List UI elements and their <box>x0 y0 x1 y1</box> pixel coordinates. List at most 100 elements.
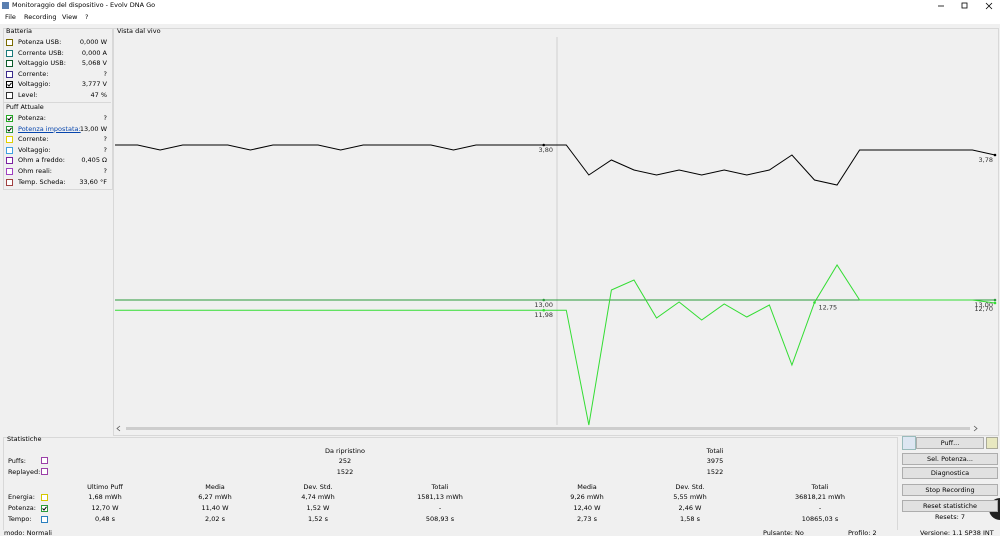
trace <box>115 264 996 426</box>
button[interactable]: Sel. Potenza... <box>902 453 998 465</box>
column-header: Media <box>577 483 597 491</box>
row-value: 3,777 V <box>81 80 107 89</box>
point-label: 11,98 <box>534 311 553 319</box>
column-header: Totali <box>431 483 449 491</box>
checkbox[interactable] <box>41 494 48 501</box>
row-label: Corrente: <box>18 69 49 78</box>
window-controls[interactable] <box>930 0 1000 12</box>
stat-cell: 12,70 W <box>91 504 119 512</box>
row-value: 33,60 °F <box>79 177 107 186</box>
point-dot <box>542 308 546 312</box>
row-label: Voltaggio: <box>18 80 51 89</box>
stat-cell: 6,27 mWh <box>198 493 232 501</box>
point-dot <box>993 153 997 157</box>
button[interactable]: Reset statistiche <box>902 500 998 512</box>
checkbox[interactable] <box>6 168 13 175</box>
point-label: 3,78 <box>979 156 993 164</box>
checkbox[interactable] <box>6 178 13 186</box>
count-value: 1522 <box>706 468 724 476</box>
checkbox[interactable] <box>6 146 13 154</box>
row-label: Corrente USB: <box>18 48 64 57</box>
button[interactable]: Diagnostica <box>902 467 998 479</box>
point-label: 13,00 <box>534 301 553 309</box>
column-header: Dev. Std. <box>303 483 333 491</box>
point-dot <box>813 301 816 304</box>
checkbox[interactable] <box>41 505 48 512</box>
count-value: 1522 <box>336 468 354 476</box>
stat-cell: 1,52 s <box>308 515 328 523</box>
row-label: Voltaggio: <box>18 145 51 154</box>
group-title: Puff Attuale <box>6 103 44 111</box>
column-header: Totali <box>811 483 829 491</box>
live-chart: 3,80 3,78 13,00 13,00 11,98 12,75 12,70 <box>114 37 998 432</box>
stat-cell: 10865,03 s <box>801 515 839 523</box>
stat-cell: 1,58 s <box>680 515 700 523</box>
checkbox[interactable] <box>41 516 48 523</box>
row-label: Voltaggio USB: <box>18 59 66 68</box>
stat-cell: - <box>438 504 442 512</box>
live-view-panel <box>113 28 999 436</box>
button[interactable]: Stop Recording <box>902 484 998 496</box>
row-value: ? <box>103 69 107 78</box>
row-value: 13,00 W <box>79 124 107 133</box>
separator <box>3 102 111 103</box>
checkbox[interactable] <box>6 92 13 99</box>
row-label: Level: <box>18 91 38 99</box>
menu-item[interactable]: View <box>62 13 78 21</box>
stat-cell: 508,93 s <box>425 515 455 523</box>
checkbox[interactable] <box>41 468 48 475</box>
app-icon <box>2 2 9 9</box>
row-value: 0,000 A <box>81 48 107 57</box>
row-value: ? <box>103 135 107 144</box>
status-text: Versione: 1.1 SP38 INT <box>920 529 994 536</box>
row-value: 0,000 W <box>79 38 107 46</box>
checkbox[interactable] <box>6 49 13 57</box>
scroll-left[interactable] <box>116 425 121 432</box>
row-value: ? <box>103 114 107 122</box>
point-label: 12,75 <box>818 304 837 312</box>
status-text: Pulsante: No <box>763 529 804 536</box>
stats-title: Statistiche <box>7 435 42 443</box>
checkbox[interactable] <box>6 115 13 122</box>
column-header: Ultimo Puff <box>87 483 123 491</box>
checkbox[interactable] <box>6 125 13 133</box>
group-title: Batteria <box>6 27 32 35</box>
column-header: Media <box>205 483 225 491</box>
checkbox[interactable] <box>6 157 13 165</box>
stat-cell: - <box>818 504 822 512</box>
row-label: Temp. Scheda: <box>18 177 66 186</box>
menu-item[interactable]: ? <box>85 13 89 21</box>
scroll-right[interactable] <box>973 425 978 432</box>
checkbox[interactable] <box>6 39 13 46</box>
checkbox[interactable] <box>6 70 13 78</box>
puff-icon[interactable] <box>902 436 916 450</box>
status-text: modo: Normali <box>4 529 52 536</box>
count-value: 252 <box>338 457 352 465</box>
lock-icon[interactable] <box>986 437 998 449</box>
row-label: Ohm reali: <box>18 167 52 175</box>
scrollbar-thumb[interactable] <box>126 427 970 430</box>
menu-item[interactable]: File <box>5 13 16 21</box>
group-header: Totali <box>706 447 724 455</box>
checkbox[interactable] <box>6 136 13 144</box>
resets-label: Resets: 7 <box>935 513 965 521</box>
checkbox[interactable] <box>6 81 13 89</box>
column-header: Dev. Std. <box>675 483 705 491</box>
checkbox[interactable] <box>6 60 13 68</box>
point-label: 13,00 <box>974 301 993 309</box>
count-value: 3975 <box>706 457 724 465</box>
stat-cell: 1581,13 mWh <box>417 493 463 501</box>
window-title: Monitoraggio del dispositivo - Evolv DNA… <box>12 1 156 9</box>
stat-cell: 11,40 W <box>201 504 229 512</box>
button[interactable]: Puff... <box>916 437 984 449</box>
point-dot <box>993 301 997 305</box>
status-text: Profilo: 2 <box>848 529 877 536</box>
stat-cell: 2,73 s <box>577 515 597 523</box>
link-label[interactable]: Potenza impostata: <box>18 124 81 133</box>
row-label: Corrente: <box>18 135 49 144</box>
checkbox[interactable] <box>41 457 48 464</box>
point-label: 12,70 <box>974 305 993 313</box>
menu-item[interactable]: Recording <box>24 13 57 21</box>
stat-cell: 1,52 W <box>306 504 330 512</box>
